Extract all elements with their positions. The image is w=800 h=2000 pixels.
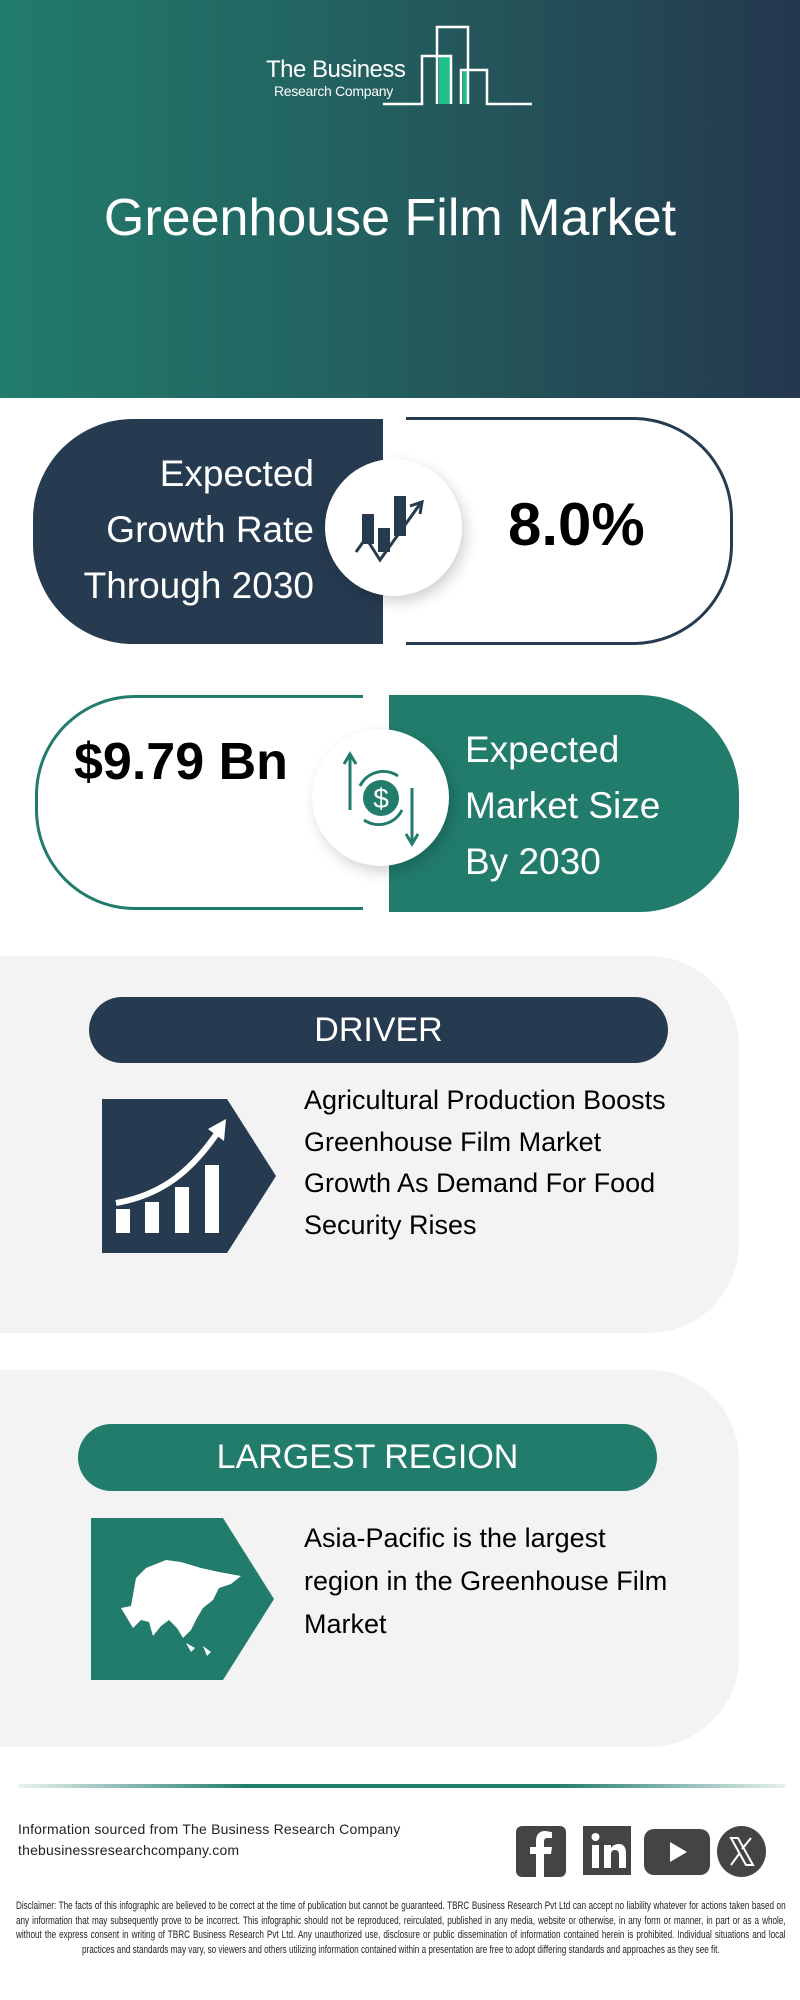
header-banner: The Business Research Company Greenhouse… [0, 0, 800, 398]
growth-arrow-icon [102, 1099, 276, 1253]
logo-text-line2: Research Company [274, 83, 393, 99]
youtube-icon[interactable] [644, 1829, 710, 1875]
market-size-value-panel [35, 695, 363, 910]
market-size-icon-circle: $ [312, 729, 449, 866]
logo-buildings-icon [383, 25, 532, 106]
driver-text-line: Agricultural Production Boosts [304, 1085, 666, 1115]
market-size-label-line: Expected [465, 729, 620, 770]
market-size-label-line: Market Size [465, 785, 661, 826]
region-text-line: Asia-Pacific is the largest [304, 1523, 606, 1553]
market-size-label: Expected Market Size By 2030 [465, 722, 660, 890]
market-size-value: $9.79 Bn [74, 733, 288, 791]
dollar-exchange-icon: $ [342, 750, 419, 847]
growth-value-panel [406, 417, 733, 645]
page-title: Greenhouse Film Market [103, 189, 677, 247]
svg-text:$: $ [373, 783, 389, 814]
website-link[interactable]: thebusinessresearchcompany.com [18, 1842, 240, 1858]
growth-label: Expected Growth Rate Through 2030 [40, 446, 314, 614]
footer-divider [18, 1784, 786, 1788]
region-text-line: Market [304, 1609, 387, 1639]
growth-value: 8.0% [508, 491, 645, 558]
logo-text-line1: The Business [266, 56, 406, 83]
disclaimer-text: Disclaimer: The facts of this infographi… [16, 1900, 786, 1956]
facebook-icon[interactable] [516, 1826, 566, 1877]
asia-map-icon [91, 1518, 274, 1680]
driver-text-line: Growth As Demand For Food [304, 1168, 656, 1198]
growth-label-line: Expected [159, 453, 314, 494]
region-text: Asia-Pacific is the largest region in th… [304, 1517, 667, 1646]
driver-text-line: Security Rises [304, 1209, 477, 1240]
market-size-label-line: By 2030 [465, 841, 601, 882]
growth-label-line: Growth Rate [106, 509, 314, 550]
x-icon[interactable] [717, 1826, 766, 1877]
growth-label-line: Through 2030 [83, 565, 314, 606]
region-text-line: region in the Greenhouse Film [304, 1566, 668, 1596]
growth-label-panel [33, 419, 383, 644]
region-heading: LARGEST REGION [78, 1424, 657, 1491]
source-text: Information sourced from The Business Re… [18, 1821, 401, 1837]
growth-icon-circle [325, 459, 462, 596]
driver-heading: DRIVER [89, 997, 668, 1063]
growth-chart-icon [354, 495, 424, 563]
linkedin-icon[interactable] [583, 1826, 633, 1877]
driver-text-line: Greenhouse Film Market [304, 1126, 602, 1157]
driver-text: Agricultural Production Boosts Greenhous… [304, 1080, 666, 1246]
